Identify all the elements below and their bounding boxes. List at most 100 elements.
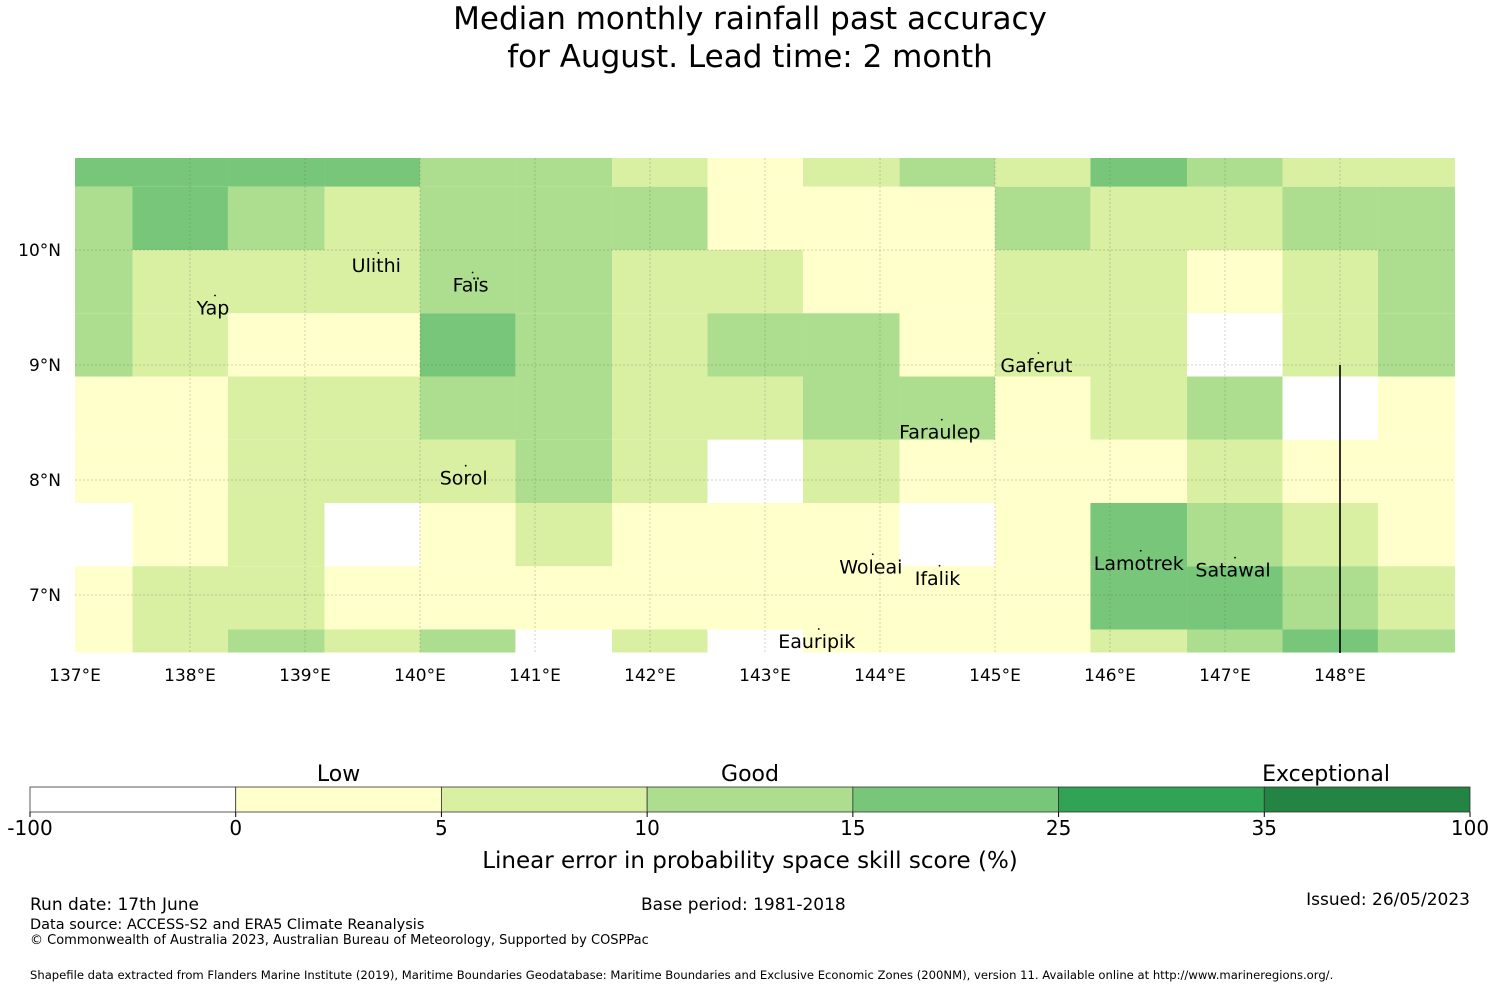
skill-cell <box>1090 250 1188 314</box>
skill-cell <box>75 439 133 503</box>
skill-cell <box>420 158 516 187</box>
skill-cell <box>899 629 995 653</box>
skill-cell <box>899 439 995 503</box>
island-dot <box>1037 352 1040 354</box>
colorbar-segment <box>852 786 1059 813</box>
skill-cell <box>1282 186 1378 250</box>
skill-cell <box>324 186 420 250</box>
skill-cell <box>995 186 1091 250</box>
skill-cell <box>515 186 613 250</box>
base-period: Base period: 1981-2018 <box>641 895 846 915</box>
skill-cell <box>75 376 133 440</box>
skill-cell <box>515 566 613 630</box>
skill-cell <box>707 158 803 187</box>
skill-cell <box>420 629 516 653</box>
skill-cell <box>802 503 900 567</box>
island-dot <box>817 628 820 630</box>
skill-cell <box>1090 158 1188 187</box>
lon-tick-label: 146°E <box>1084 666 1136 686</box>
island-dot <box>940 418 943 421</box>
skill-cell <box>227 250 325 314</box>
skill-cell <box>612 250 708 314</box>
skill-cell <box>420 186 516 250</box>
skill-cell <box>515 313 613 377</box>
issued-date: Issued: 26/05/2023 <box>1306 890 1470 910</box>
lon-tick-label: 144°E <box>854 666 906 686</box>
skill-cell <box>1282 313 1378 377</box>
skill-cell <box>75 186 133 250</box>
skill-cell <box>1090 376 1188 440</box>
lat-tick-label: 9°N <box>29 356 61 376</box>
skill-cell <box>707 439 803 503</box>
skill-cell <box>1187 566 1283 630</box>
skill-cell <box>324 250 420 314</box>
run-date: Run date: 17th June <box>30 895 199 915</box>
skill-cell <box>1090 503 1188 567</box>
island-label: Faïs <box>453 275 489 297</box>
skill-cell <box>324 503 420 567</box>
skill-cell <box>899 313 995 377</box>
island-label: Faraulep <box>899 422 980 444</box>
skill-cell <box>995 503 1091 567</box>
skill-cell <box>612 186 708 250</box>
lon-tick-label: 137°E <box>49 666 101 686</box>
colorbar-legend: Low Good Exceptional -100 0 5 10 15 25 35 100 Lin… <box>7 762 1489 874</box>
skill-cell <box>324 566 420 630</box>
skill-map: Ulithi Faïs Yap Gaferut Faraulep Sorol Woleai I… <box>18 158 1455 686</box>
skill-cell <box>1187 158 1283 187</box>
skill-cell <box>1377 629 1455 653</box>
lon-tick-label: 142°E <box>624 666 676 686</box>
skill-cell <box>75 566 133 630</box>
island-dot <box>1139 549 1142 552</box>
lat-tick-label: 10°N <box>18 241 61 261</box>
island-dot <box>377 252 380 254</box>
latitude-tick-labels: 10°N 9°N 8°N 7°N <box>18 241 61 606</box>
skill-cell <box>420 503 516 567</box>
colorbar-tick-label: 0 <box>229 816 242 840</box>
colorbar-category-label: Exceptional <box>1262 762 1390 787</box>
skill-cell <box>1377 250 1455 314</box>
skill-cell <box>612 376 708 440</box>
island-label: Ifalik <box>915 568 961 590</box>
skill-cell <box>227 503 325 567</box>
skill-cell <box>1377 313 1455 377</box>
skill-cell <box>1282 629 1378 653</box>
skill-cell <box>995 629 1091 653</box>
skill-cell <box>1282 439 1378 503</box>
skill-cell <box>1377 158 1455 187</box>
skill-cell <box>515 503 613 567</box>
colorbar-tick-label: 10 <box>634 816 659 840</box>
colorbar-segment <box>646 786 854 813</box>
colorbar-segment <box>441 786 648 813</box>
skill-cell <box>75 629 133 653</box>
skill-cell <box>1282 503 1378 567</box>
lat-tick-label: 7°N <box>29 586 61 606</box>
island-label: Ulithi <box>352 255 401 277</box>
skill-cell <box>995 250 1091 314</box>
skill-cell <box>1377 186 1455 250</box>
skill-cell <box>899 250 995 314</box>
skill-cell <box>707 629 803 653</box>
colorbar-segment <box>1058 786 1265 813</box>
island-label: Lamotrek <box>1094 553 1184 575</box>
skill-cell <box>899 158 995 187</box>
lon-tick-label: 147°E <box>1199 666 1251 686</box>
colorbar-axis-label: Linear error in probability space skill … <box>482 848 1018 874</box>
skill-cell <box>227 629 325 653</box>
skill-cell <box>227 158 325 187</box>
copyright: © Commonwealth of Australia 2023, Austra… <box>30 933 649 948</box>
skill-cell <box>515 376 613 440</box>
longitude-tick-labels: 137°E 138°E 139°E 140°E 141°E 142°E 143°E 144°E… <box>49 666 1366 686</box>
skill-cell <box>802 629 900 653</box>
island-dot <box>938 564 941 567</box>
skill-cell <box>227 439 325 503</box>
colorbar-tick-label: 100 <box>1451 816 1489 840</box>
skill-cell <box>132 566 228 630</box>
skill-cell <box>1090 439 1188 503</box>
lon-tick-label: 141°E <box>509 666 561 686</box>
skill-cell <box>802 158 900 187</box>
skill-grid-cells <box>75 158 1455 653</box>
lon-tick-label: 140°E <box>394 666 446 686</box>
colorbar-category-label: Low <box>317 762 360 787</box>
colorbar-category-label: Good <box>721 762 779 787</box>
